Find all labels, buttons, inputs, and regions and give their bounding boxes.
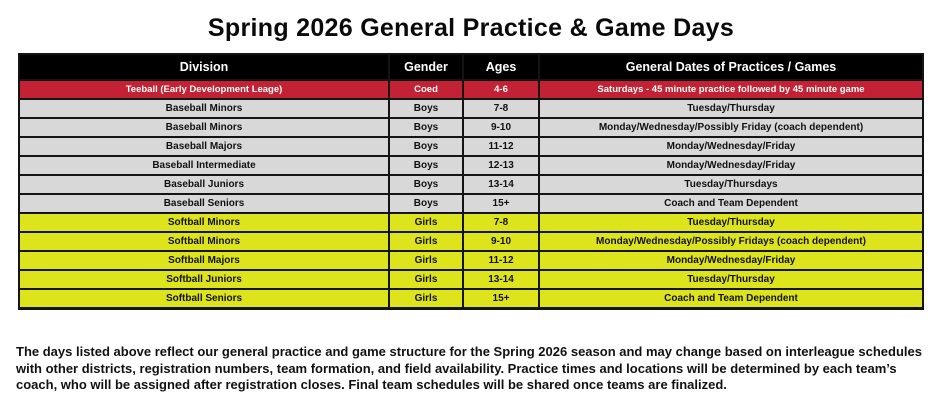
- cell-ages: 11-12: [462, 250, 540, 271]
- cell-division: Softball Seniors: [18, 288, 390, 310]
- column-header-ages: Ages: [462, 53, 540, 81]
- cell-gender: Girls: [388, 212, 464, 233]
- table-row: Baseball Majors Boys 11-12 Monday/Wednesday…: [18, 136, 924, 157]
- cell-division: Baseball Seniors: [18, 193, 390, 214]
- cell-division: Softball Juniors: [18, 269, 390, 290]
- cell-dates: Coach and Team Dependent: [538, 288, 924, 310]
- table-row: Baseball Intermediate Boys 12-13 Monday/Wed…: [18, 155, 924, 176]
- cell-gender: Boys: [388, 193, 464, 214]
- cell-gender: Girls: [388, 250, 464, 271]
- cell-ages: 4-6: [462, 79, 540, 100]
- table-row: Baseball Minors Boys 7-8 Tuesday/Thursday: [18, 98, 924, 119]
- schedule-table: Division Gender Ages General Dates of Pr…: [18, 53, 924, 310]
- cell-ages: 12-13: [462, 155, 540, 176]
- page-title: Spring 2026 General Practice & Game Days: [207, 14, 735, 42]
- cell-dates: Tuesday/Thursday: [538, 269, 924, 290]
- cell-gender: Boys: [388, 136, 464, 157]
- cell-division: Baseball Minors: [18, 98, 390, 119]
- footnote-text: The days listed above reflect our genera…: [16, 344, 922, 392]
- table-body: Teeball (Early Development Leage) Coed 4-6…: [18, 79, 924, 310]
- column-header-dates: General Dates of Practices / Games: [538, 53, 924, 81]
- cell-division: Softball Majors: [18, 250, 390, 271]
- cell-division: Baseball Juniors: [18, 174, 390, 195]
- table-header-row: Division Gender Ages General Dates of Pr…: [18, 53, 924, 81]
- column-header-division: Division: [18, 53, 390, 81]
- cell-dates: Tuesday/Thursday: [538, 212, 924, 233]
- cell-gender: Girls: [388, 288, 464, 310]
- cell-dates: Tuesday/Thursdays: [538, 174, 924, 195]
- cell-dates: Coach and Team Dependent: [538, 193, 924, 214]
- cell-gender: Coed: [388, 79, 464, 100]
- cell-ages: 7-8: [462, 98, 540, 119]
- cell-ages: 15+: [462, 193, 540, 214]
- cell-dates: Monday/Wednesday/Possibly Fridays (coach…: [538, 231, 924, 252]
- table-row: Softball Majors Girls 11-12 Monday/Wednesda…: [18, 250, 924, 271]
- cell-ages: 7-8: [462, 212, 540, 233]
- cell-dates: Monday/Wednesday/Possibly Friday (coach …: [538, 117, 924, 138]
- cell-ages: 15+: [462, 288, 540, 310]
- cell-ages: 9-10: [462, 231, 540, 252]
- column-header-gender: Gender: [388, 53, 464, 81]
- cell-dates: Monday/Wednesday/Friday: [538, 136, 924, 157]
- table-row: Baseball Seniors Boys 15+ Coach and Team De…: [18, 193, 924, 214]
- table-row: Softball Minors Girls 7-8 Tuesday/Thursday: [18, 212, 924, 233]
- cell-division: Baseball Intermediate: [18, 155, 390, 176]
- table-row: Softball Minors Girls 9-10 Monday/Wednesday…: [18, 231, 924, 252]
- table-row: Softball Juniors Girls 13-14 Tuesday/Thursd…: [18, 269, 924, 290]
- cell-division: Teeball (Early Development Leage): [18, 79, 390, 100]
- cell-gender: Girls: [388, 269, 464, 290]
- cell-ages: 9-10: [462, 117, 540, 138]
- table-row: Baseball Juniors Boys 13-14 Tuesday/Thursda…: [18, 174, 924, 195]
- cell-division: Baseball Minors: [18, 117, 390, 138]
- cell-division: Softball Minors: [18, 212, 390, 233]
- cell-gender: Boys: [388, 155, 464, 176]
- cell-gender: Girls: [388, 231, 464, 252]
- cell-division: Softball Minors: [18, 231, 390, 252]
- cell-ages: 13-14: [462, 269, 540, 290]
- cell-division: Baseball Majors: [18, 136, 390, 157]
- table-row: Softball Seniors Girls 15+ Coach and Team D…: [18, 288, 924, 310]
- cell-dates: Monday/Wednesday/Friday: [538, 155, 924, 176]
- table-row: Baseball Minors Boys 9-10 Monday/Wednesday/…: [18, 117, 924, 138]
- cell-gender: Boys: [388, 174, 464, 195]
- cell-gender: Boys: [388, 117, 464, 138]
- cell-ages: 13-14: [462, 174, 540, 195]
- table-row: Teeball (Early Development Leage) Coed 4-6…: [18, 79, 924, 100]
- cell-dates: Tuesday/Thursday: [538, 98, 924, 119]
- cell-dates: Monday/Wednesday/Friday: [538, 250, 924, 271]
- cell-ages: 11-12: [462, 136, 540, 157]
- cell-dates: Saturdays - 45 minute practice followed …: [538, 79, 924, 100]
- cell-gender: Boys: [388, 98, 464, 119]
